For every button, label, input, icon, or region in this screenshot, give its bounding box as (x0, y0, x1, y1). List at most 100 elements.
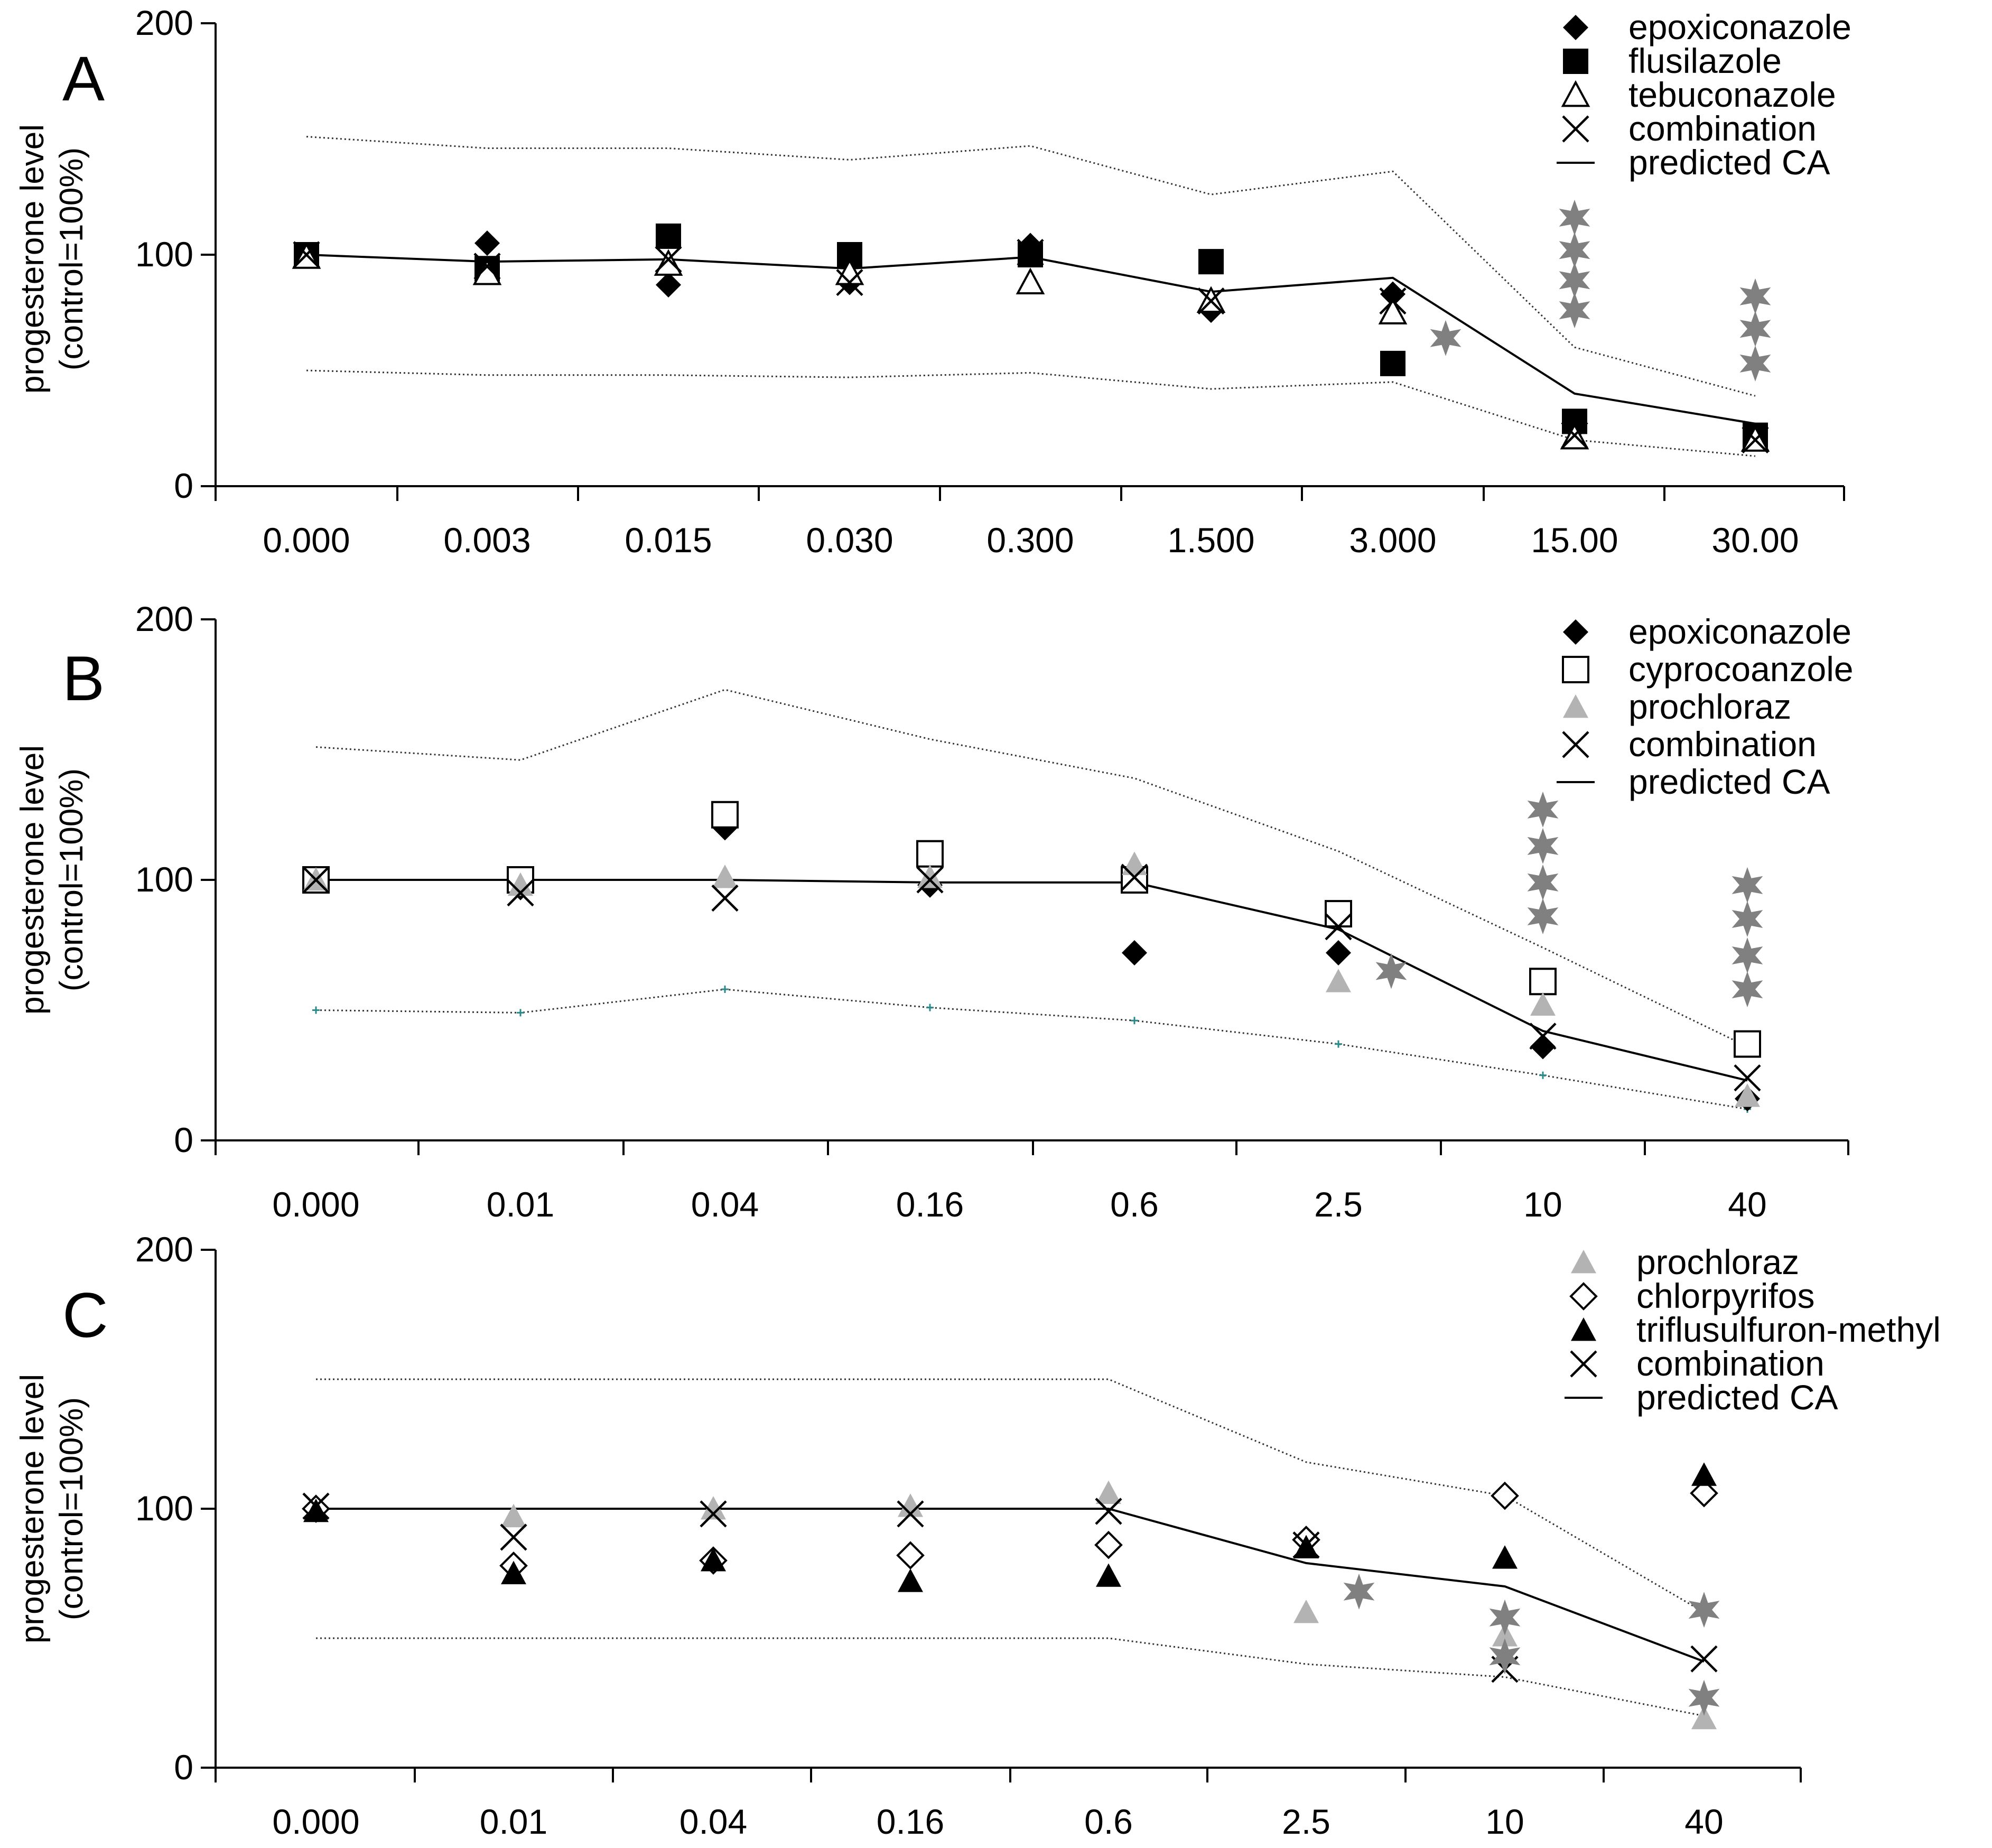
x-tick-label: 3.000 (1349, 521, 1436, 560)
x-stroke (1292, 1531, 1320, 1559)
significance-star (1559, 262, 1590, 299)
x-stroke (473, 253, 501, 280)
x-stroke (1562, 115, 1589, 143)
lower-bound-point (926, 1004, 934, 1011)
point-triflusulfuron-methyl (898, 1568, 923, 1592)
legend-label: combination (1636, 1344, 1825, 1383)
significance-star (1732, 937, 1763, 973)
y-axis-label-line1: progesterone level (14, 124, 51, 394)
x-stroke (711, 884, 739, 912)
legend-label: epoxiconazole (1628, 612, 1851, 651)
x-tick-label: 30.00 (1711, 521, 1799, 560)
point-prochloraz (1122, 851, 1147, 875)
significance-star (1559, 232, 1590, 268)
point-triflusulfuron-methyl (1492, 1545, 1518, 1569)
point-combination (302, 1492, 330, 1520)
point-epoxiconazole (656, 272, 681, 298)
point-epoxiconazole (1380, 281, 1405, 307)
y-axis-label: progesterone level(control=100%) (14, 124, 90, 394)
lower-bound-point (1539, 1071, 1547, 1079)
significance-star (1739, 345, 1771, 382)
y-tick-label: 200 (135, 1230, 193, 1269)
point-chlorpyrifos (1690, 1479, 1718, 1508)
legend-label: tebuconazole (1628, 75, 1836, 114)
x-stroke (302, 866, 330, 894)
x-stroke (1570, 1350, 1597, 1378)
point-prochloraz (508, 872, 533, 896)
x-stroke (293, 241, 320, 268)
lower-bound-line (306, 369, 1756, 457)
lower-bound-point (1131, 1017, 1138, 1025)
legend-marker (1563, 694, 1588, 718)
significance-star (1688, 1679, 1720, 1716)
y-axis-label-line2: (control=100%) (53, 1397, 90, 1620)
predicted-ca-line (316, 879, 1748, 1082)
point-flusilazole (1198, 249, 1224, 275)
x-stroke (1562, 731, 1589, 758)
point-combination (836, 268, 863, 296)
point-combination (916, 866, 944, 894)
point-combination (473, 253, 501, 280)
point-combination (1742, 426, 1769, 453)
x-tick-label: 10 (1485, 1802, 1524, 1841)
legend-label: combination (1628, 725, 1817, 764)
point-flusilazole (1380, 350, 1405, 376)
panel-a: 200 100 0 0.000 0.003 0.015 0.030 0.300 1.500 3.0… (14, 3, 1851, 560)
point-combination (1529, 1023, 1557, 1050)
legend-label: cyprocoanzole (1628, 649, 1854, 689)
x-tick-label: 0.16 (877, 1802, 944, 1841)
point-cyprocoanzole (711, 801, 739, 829)
x-stroke (1095, 1498, 1122, 1525)
x-stroke (1734, 1064, 1761, 1092)
legend-b: epoxiconazolecyprocoanzoleprochlorazcomb… (1557, 612, 1854, 801)
y-axis-label-line2: (control=100%) (53, 768, 90, 991)
legend-label: predicted CA (1628, 762, 1830, 801)
legend-label: prochloraz (1628, 687, 1791, 726)
point-triflusulfuron-methyl (1691, 1462, 1717, 1486)
x-tick-label: 0.01 (480, 1802, 547, 1841)
x-stroke (916, 866, 944, 894)
significance-star (1489, 1638, 1521, 1675)
panel-letter: C (62, 1280, 108, 1351)
x-tick-label: 0.16 (896, 1185, 964, 1224)
legend-label: predicted CA (1636, 1378, 1838, 1417)
x-stroke (1017, 239, 1044, 266)
point-combination (897, 1500, 924, 1528)
x-stroke (897, 1500, 924, 1528)
x-tick-label: 40 (1684, 1802, 1723, 1841)
x-tick-label: 2.5 (1314, 1185, 1363, 1224)
legend-a: epoxiconazoleflusilazoletebuconazolecomb… (1557, 7, 1851, 182)
x-stroke (1690, 1645, 1718, 1673)
x-tick-label: 0.015 (625, 521, 712, 560)
point-prochloraz (1293, 1600, 1319, 1623)
legend-marker (1570, 1350, 1597, 1378)
point-combination (1561, 422, 1588, 449)
y-tick-label: 100 (135, 235, 193, 274)
x-tick-label: 40 (1728, 1185, 1766, 1224)
point-epoxiconazole (1530, 1034, 1556, 1060)
x-stroke (1121, 863, 1148, 891)
y-axis-label: progesterone level(control=100%) (14, 1374, 90, 1643)
point-combination (1121, 863, 1148, 891)
point-prochloraz (501, 1503, 526, 1528)
upper-bound-line (306, 136, 1756, 397)
legend-label: prochloraz (1636, 1242, 1799, 1281)
x-stroke (655, 246, 682, 273)
x-stroke (836, 268, 863, 296)
lower-bound-line (316, 1637, 1705, 1717)
legend-label: epoxiconazole (1628, 7, 1851, 47)
point-cyprocoanzole (916, 840, 944, 868)
legend-marker (1562, 656, 1589, 683)
y-tick-label: 100 (135, 1489, 193, 1528)
point-combination (1197, 287, 1225, 315)
x-tick-label: 0.6 (1110, 1185, 1159, 1224)
legend-label: chlorpyrifos (1636, 1276, 1814, 1315)
point-prochloraz (712, 865, 738, 888)
point-combination (1292, 1531, 1320, 1559)
point-combination (1734, 1064, 1761, 1092)
point-combination (293, 241, 320, 268)
x-tick-label: 0.000 (272, 1802, 359, 1841)
legend-marker (1569, 1282, 1598, 1311)
point-triflusulfuron-methyl (303, 1498, 329, 1522)
x-tick-label: 0.030 (806, 521, 893, 560)
